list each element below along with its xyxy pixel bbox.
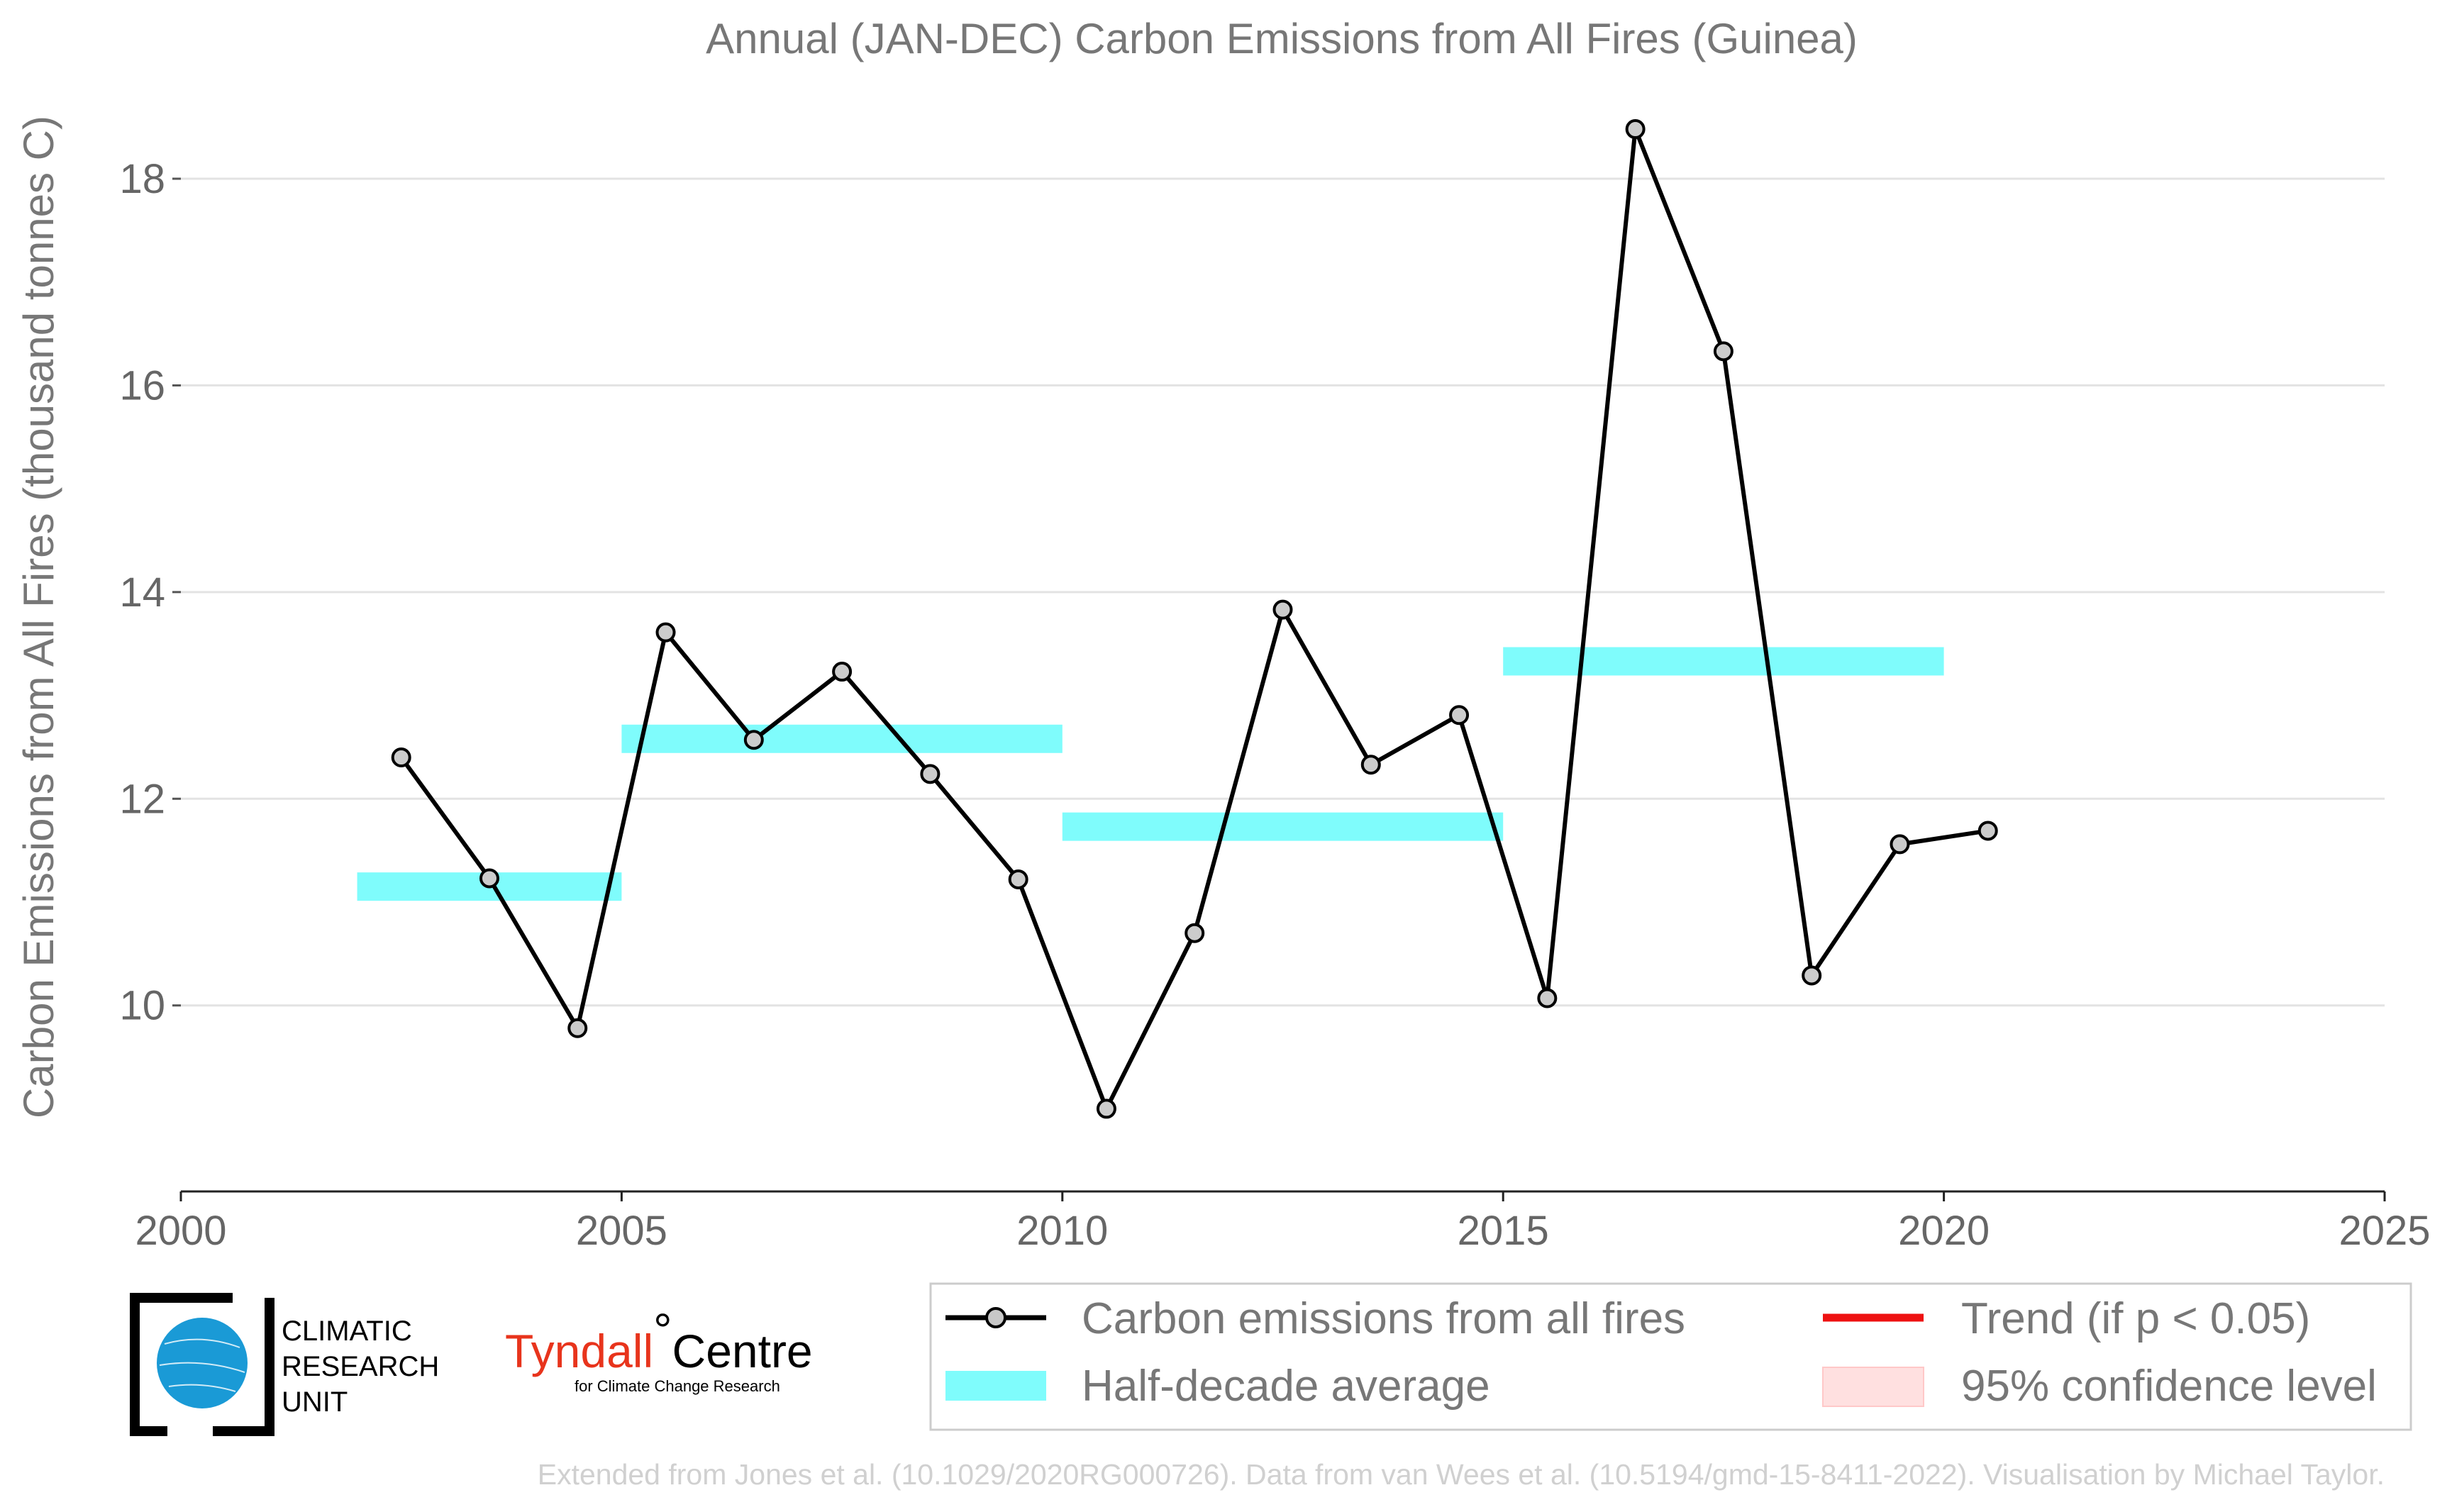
cru-logo-line-3: UNIT [282, 1386, 348, 1418]
tyndall-logo-degree: ° [653, 1303, 672, 1356]
x-tick-label: 2000 [135, 1208, 226, 1254]
y-tick-labels: 10 12 14 16 18 [119, 156, 181, 1029]
data-point [655, 622, 676, 643]
half-decade-average-bar [1062, 812, 1504, 841]
half-decade-average-bars [357, 647, 1944, 901]
legend-label-average: Half-decade average [1082, 1362, 1490, 1411]
chart-title: Annual (JAN-DEC) Carbon Emissions from A… [706, 15, 1858, 62]
tyndall-logo: Tyndall°Centre for Climate Change Resear… [505, 1303, 813, 1395]
x-tick-label: 2025 [2339, 1208, 2430, 1254]
data-point [1185, 923, 1205, 943]
half-decade-average-bar [1503, 647, 1944, 676]
legend: Carbon emissions from all fires Half-dec… [929, 1282, 2412, 1431]
data-point [743, 730, 764, 750]
legend-marker-swatch [985, 1307, 1006, 1328]
data-point [1008, 869, 1028, 889]
emissions-series [391, 119, 1998, 1119]
y-tick-label: 18 [119, 156, 165, 202]
data-point [1713, 341, 1733, 362]
data-point [479, 868, 499, 889]
data-point [1802, 965, 1822, 986]
credit-line: Extended from Jones et al. (10.1029/2020… [538, 1458, 2385, 1491]
legend-label-trend: Trend (if p < 0.05) [1961, 1294, 2310, 1343]
series-line [399, 127, 1989, 1111]
y-axis-label: Carbon Emissions from All Fires (thousan… [15, 116, 62, 1118]
legend-confidence-swatch [1822, 1367, 1924, 1407]
x-tick-label: 2015 [1458, 1208, 1549, 1254]
y-tick-label: 12 [119, 776, 165, 822]
cru-logo-frame [130, 1293, 274, 1436]
y-tick-label: 10 [119, 983, 165, 1029]
x-tick-label: 2020 [1898, 1208, 1990, 1254]
half-decade-average-bar [621, 724, 1063, 753]
data-point [1272, 599, 1293, 620]
tyndall-logo-name-part1: Tyndall [505, 1325, 653, 1377]
data-point [1360, 755, 1381, 775]
data-point [1890, 834, 1910, 855]
legend-label-confidence: 95% confidence level [1961, 1362, 2377, 1411]
data-point [1537, 988, 1558, 1008]
legend-average-swatch [945, 1371, 1046, 1401]
globe-icon-lines [159, 1338, 245, 1392]
grid-lines [181, 177, 2385, 1007]
data-point [920, 764, 941, 784]
x-tick-label: 2010 [1016, 1208, 1108, 1254]
legend-label-emissions: Carbon emissions from all fires [1082, 1294, 1685, 1343]
x-tick-labels: 2000 2005 2010 2015 2020 2025 [135, 1191, 2431, 1254]
data-point [1096, 1099, 1116, 1119]
data-point [1449, 705, 1470, 726]
cru-logo: CLIMATIC RESEARCH UNIT [130, 1293, 439, 1436]
data-point [832, 662, 853, 682]
data-point [391, 747, 411, 767]
tyndall-logo-subtitle: for Climate Change Research [575, 1377, 780, 1395]
cru-logo-line-2: RESEARCH [282, 1351, 439, 1382]
tyndall-logo-name: Tyndall°Centre [505, 1303, 813, 1377]
data-point [567, 1018, 588, 1038]
y-tick-label: 14 [119, 569, 165, 616]
data-point [1977, 821, 1998, 841]
cru-logo-line-1: CLIMATIC [282, 1316, 412, 1347]
legend-box [929, 1282, 2412, 1431]
tyndall-logo-name-part2: Centre [672, 1325, 813, 1377]
x-tick-label: 2005 [576, 1208, 667, 1254]
data-point [1625, 119, 1646, 140]
y-tick-label: 16 [119, 362, 165, 408]
